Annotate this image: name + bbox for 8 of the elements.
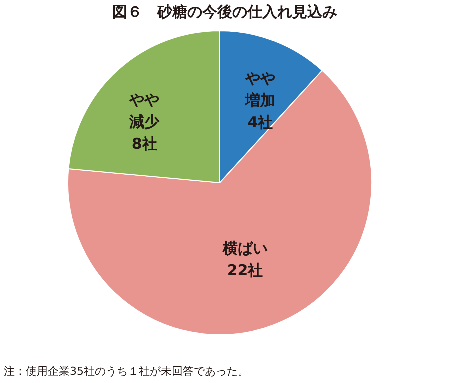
slice-label: 横ばい	[222, 239, 268, 258]
data-label: 4社	[248, 114, 274, 132]
slice-label: やや減少	[128, 91, 161, 132]
chart-title: 図６ 砂糖の今後の仕入れ見込み	[112, 3, 338, 21]
data-label: 22社	[227, 261, 264, 280]
data-label: 8社	[132, 135, 158, 154]
slice-label: やや増加	[244, 70, 276, 110]
text: 注：使用企業35社のうち１社が未回答であった。	[4, 365, 249, 378]
